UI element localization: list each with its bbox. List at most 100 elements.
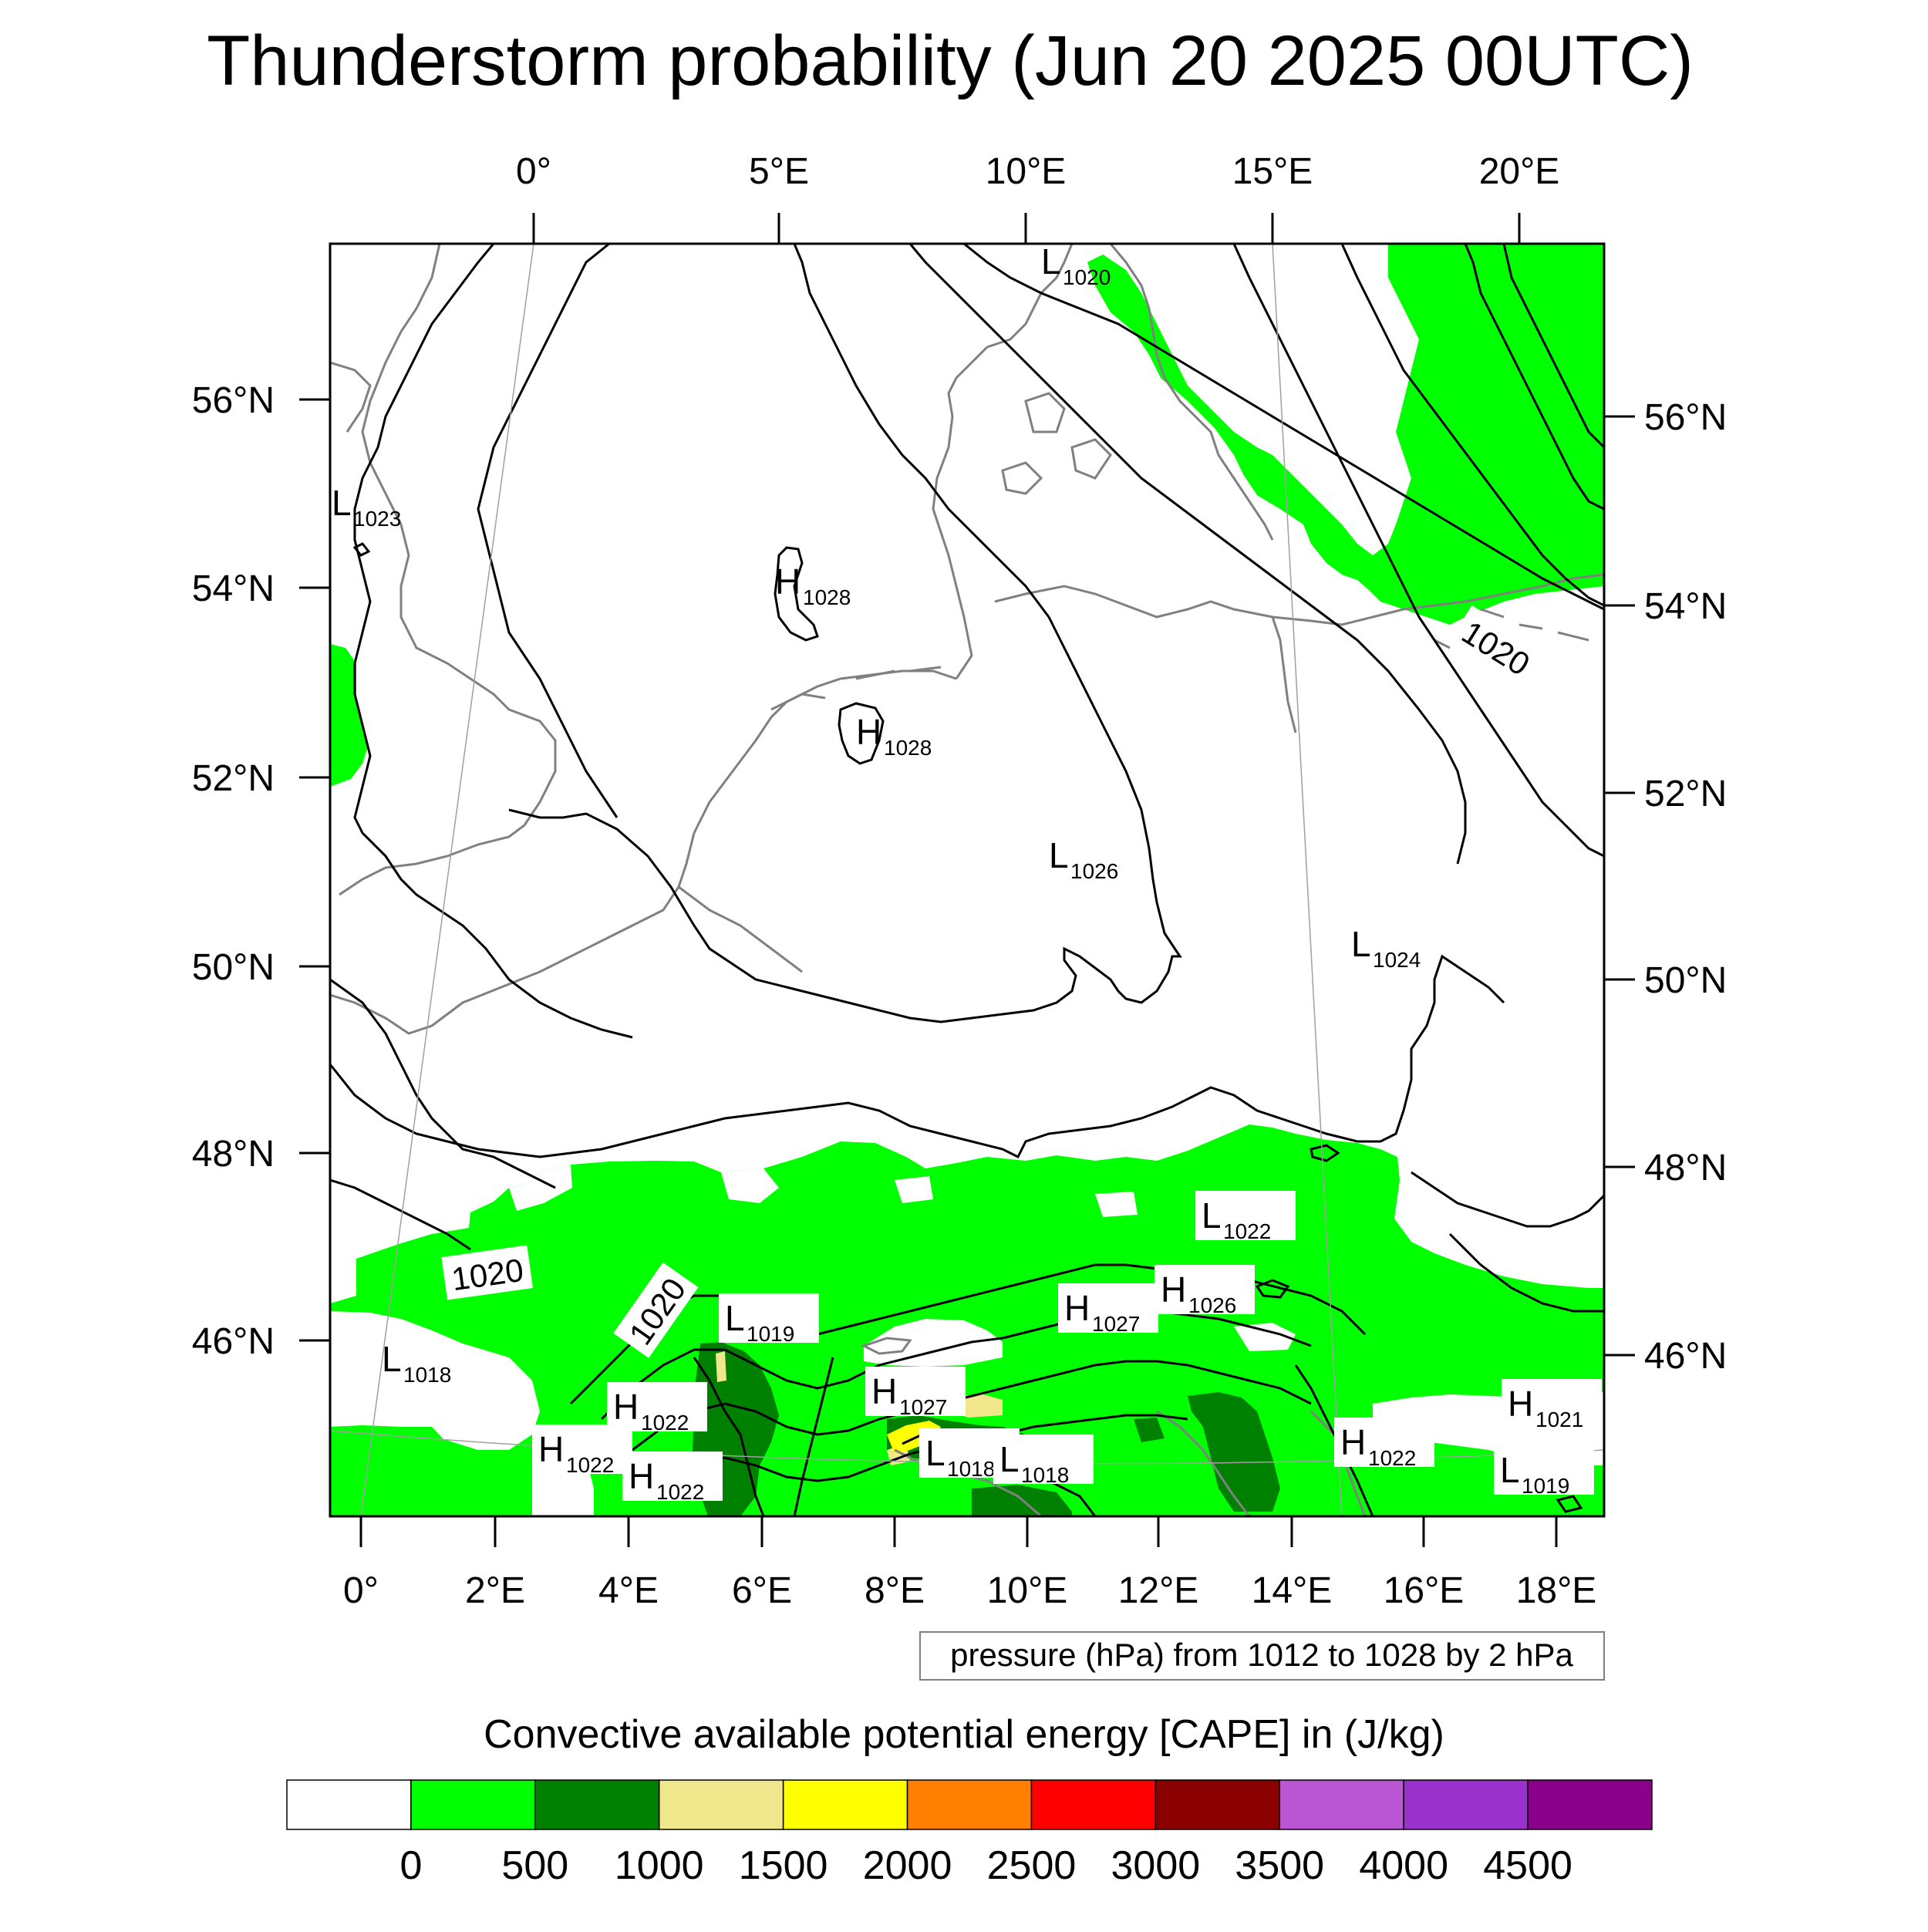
- lon-bottom-label: 14°E: [1252, 1570, 1333, 1611]
- legend-color-box: [1403, 1779, 1529, 1830]
- lat-right-label: 56°N: [1644, 397, 1727, 438]
- lat-left-label: 50°N: [192, 947, 275, 988]
- legend-color-box: [906, 1779, 1033, 1830]
- lon-top-label: 15°E: [1232, 151, 1313, 192]
- isobar-east-2: [963, 244, 1604, 611]
- cape-region-high-3: [716, 1351, 726, 1382]
- isobar-france-west: [330, 954, 1505, 1159]
- isobar-west-coast: [330, 978, 556, 1189]
- pressure-center-value: 1027: [899, 1395, 947, 1419]
- pressure-center-high: H 1027: [1058, 1283, 1158, 1336]
- pressure-center-low: L 1022: [1195, 1191, 1296, 1243]
- pressure-center-type: L: [725, 1298, 745, 1338]
- cape-hole-lake: [864, 1319, 1003, 1367]
- coastline-sweden: [1109, 244, 1274, 541]
- legend-tick-label: 2000: [863, 1843, 952, 1888]
- pressure-center-high: H 1022: [607, 1382, 707, 1435]
- lon-bottom-label: 12°E: [1118, 1570, 1199, 1611]
- isobar-label: 1020: [441, 1245, 534, 1300]
- pressure-center-low: L 1023: [332, 483, 401, 531]
- pressure-center-type: H: [871, 1371, 897, 1411]
- isobar-high-1028-a: [774, 546, 819, 642]
- pressure-center-type: L: [1500, 1450, 1520, 1490]
- lon-bottom-label: 2°E: [465, 1570, 525, 1611]
- pressure-center-type: H: [1508, 1384, 1533, 1424]
- coastline-denmark: [986, 244, 1074, 349]
- coastline-layer: [330, 244, 1604, 1516]
- pressure-center-high: H 1026: [1154, 1265, 1255, 1317]
- legend-title: Convective available potential energy [C…: [484, 1712, 1444, 1757]
- isobar-east-1: [908, 244, 1467, 865]
- graticule-meridian-0: [360, 244, 534, 1516]
- isobar-central-south: [330, 1178, 471, 1251]
- legend-color-box: [1154, 1779, 1281, 1830]
- pressure-center-value: 1019: [747, 1322, 794, 1346]
- coastline-baltic-south: [994, 573, 1604, 626]
- pressure-center-value: 1022: [1223, 1219, 1271, 1243]
- pressure-center-type: H: [775, 561, 801, 602]
- pressure-center-type: H: [1161, 1269, 1186, 1310]
- pressure-center-value: 1021: [1535, 1408, 1583, 1431]
- pressure-center-low: L 1019: [1494, 1445, 1594, 1498]
- coastline-britain-east: [339, 244, 557, 896]
- pressure-center-value: 1023: [353, 507, 401, 531]
- legend-tick-label: 3500: [1235, 1843, 1324, 1888]
- pressure-center-value: 1027: [1092, 1312, 1140, 1336]
- axis-labels: 0° 5°E 10°E 15°E 20°E 0° 2°E 4°E 6°E 8°E 10°E 12°E 1…: [192, 151, 1727, 1611]
- lat-left-label: 56°N: [192, 380, 275, 421]
- legend-tick-label: 1000: [615, 1843, 704, 1888]
- legend-tick-label: 4500: [1483, 1843, 1572, 1888]
- legend-tick-label: 500: [501, 1843, 568, 1888]
- isobar-alps-7: [793, 1357, 834, 1516]
- graticule-meridian-15: [1272, 244, 1343, 1516]
- cape-hole-north-1: [509, 1165, 572, 1211]
- lat-right-label: 54°N: [1644, 586, 1727, 627]
- pressure-center-low: L 1018: [993, 1435, 1094, 1487]
- pressure-center-high: H 1022: [622, 1452, 723, 1504]
- lon-top-label: 10°E: [986, 151, 1067, 192]
- cape-hole-east-2: [1234, 1323, 1296, 1351]
- pressure-center-type: L: [1351, 924, 1371, 964]
- lat-left-label: 48°N: [192, 1134, 275, 1175]
- pressure-center-value: 1026: [1070, 859, 1118, 883]
- legend-color-box: [286, 1779, 412, 1830]
- lat-right-label: 50°N: [1644, 960, 1727, 1001]
- pressure-center-value: 1024: [1373, 948, 1421, 972]
- pressure-center-high: H 1027: [865, 1367, 966, 1419]
- isobar-central-trough: [508, 244, 1182, 1023]
- pressure-center-low: L 1020: [1041, 241, 1111, 289]
- lat-right-label: 52°N: [1644, 774, 1727, 814]
- pressure-center-type: L: [1041, 241, 1061, 282]
- pressure-center-value: 1019: [1522, 1474, 1569, 1498]
- lon-bottom-label: 0°: [343, 1570, 379, 1611]
- isobar-east-4: [1502, 244, 1604, 449]
- lon-bottom-label: 18°E: [1516, 1570, 1597, 1611]
- pressure-center-value: 1018: [1021, 1463, 1069, 1487]
- isobar-high-1028-b: [838, 702, 885, 765]
- coastline-france-belgium: [330, 832, 696, 1035]
- pressure-center-type: L: [332, 483, 352, 523]
- pressure-center-type: H: [856, 712, 881, 752]
- pressure-center-value: 1028: [803, 585, 851, 609]
- isobar-alps-6: [693, 1357, 765, 1516]
- isobar-east-poland: [1232, 244, 1604, 858]
- isobar-east-3: [1340, 244, 1604, 607]
- cape-region-uk-coast: [330, 644, 369, 787]
- border-france-germany: [678, 885, 803, 973]
- pressure-center-value: 1022: [641, 1411, 689, 1435]
- pressure-center-high: H 1022: [532, 1425, 632, 1477]
- pressure-center-high: H 1021: [1502, 1379, 1602, 1431]
- cape-region-baltic: [1087, 244, 1604, 625]
- legend-color-box: [658, 1779, 784, 1830]
- coastline-britain-west: [330, 361, 372, 433]
- isobar-small-3: [1556, 1495, 1583, 1513]
- pressure-center-type: H: [1064, 1288, 1090, 1328]
- isobar-layer: [330, 244, 1604, 1516]
- lon-top-label: 0°: [516, 151, 551, 192]
- lat-right-label: 46°N: [1644, 1336, 1727, 1377]
- coastline-germany-north: [932, 346, 989, 679]
- cape-legend: Convective available potential energy [C…: [286, 1712, 1653, 1888]
